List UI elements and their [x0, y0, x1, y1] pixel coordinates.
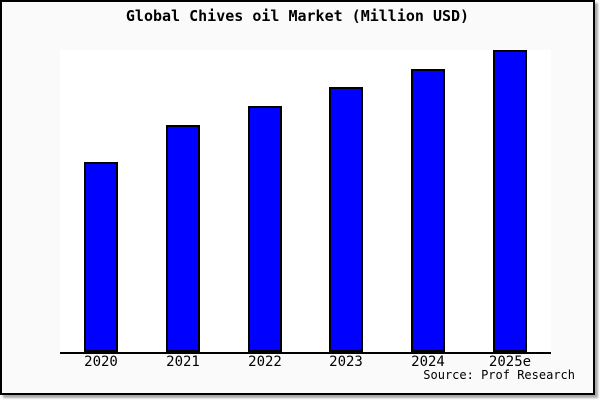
- bar-2020: [84, 162, 118, 352]
- source-credit: Source: Prof Research: [423, 368, 575, 382]
- bar-2021: [166, 125, 200, 352]
- x-tick-label-2020: 2020: [84, 354, 118, 370]
- x-tick-label-2024: 2024: [411, 354, 445, 370]
- x-tick-label-2023: 2023: [329, 354, 363, 370]
- bar-2024: [411, 69, 445, 352]
- x-tick-label-2022: 2022: [248, 354, 282, 370]
- plot-area: [60, 50, 551, 354]
- bar-2025e: [493, 50, 527, 352]
- bar-2022: [248, 106, 282, 352]
- x-tick-label-2025e: 2025e: [488, 354, 532, 370]
- bar-2023: [329, 87, 363, 352]
- chart-frame: Global Chives oil Market (Million USD) S…: [0, 0, 595, 395]
- x-tick-label-2021: 2021: [166, 354, 200, 370]
- chart-title: Global Chives oil Market (Million USD): [125, 7, 470, 25]
